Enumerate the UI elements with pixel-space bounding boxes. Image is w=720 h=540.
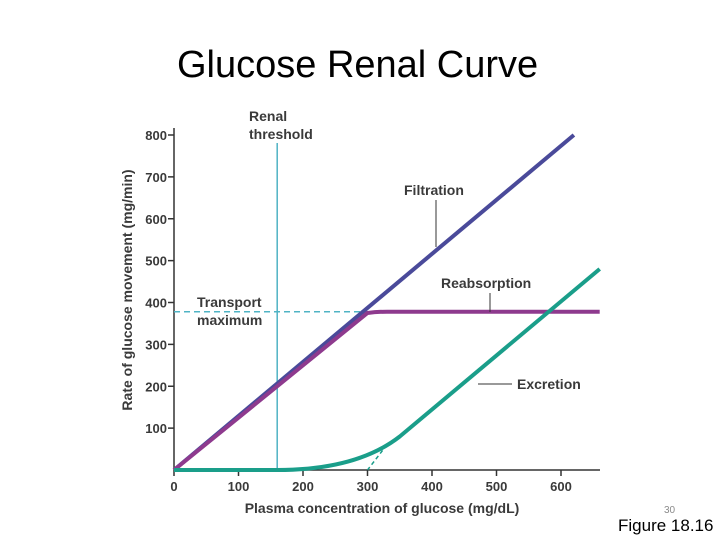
excretion-series-line	[174, 267, 601, 472]
y-tick-label: 100	[145, 421, 167, 436]
x-tick-label: 400	[421, 479, 443, 494]
y-tick-label: 400	[145, 296, 167, 311]
reference-lines	[174, 143, 388, 471]
renal-threshold-label: Renal	[249, 108, 287, 124]
x-tick-label: 0	[170, 479, 177, 494]
y-tick-label: 600	[145, 212, 167, 227]
y-tick-label: 300	[145, 337, 167, 352]
x-tick-label: 600	[550, 479, 572, 494]
reabsorption-series-line	[172, 309, 600, 472]
chart-labels: Renal threshold Filtration Reabsorption Excr…	[197, 108, 581, 392]
y-tick-label: 800	[145, 128, 167, 143]
x-tick-label: 500	[486, 479, 508, 494]
y-tick-label: 200	[145, 379, 167, 394]
x-tick-label: 100	[228, 479, 250, 494]
reabsorption-label: Reabsorption	[441, 275, 531, 291]
y-tick-label: 700	[145, 170, 167, 185]
excretion-label: Excretion	[517, 376, 581, 392]
y-tick-label: 500	[145, 254, 167, 269]
x-tick-label: 200	[292, 479, 314, 494]
transport-maximum-label-line2: maximum	[197, 312, 262, 328]
chart-ticks: 100 200 300 400 500 600 700 800 0 100 200 300 400 500…	[145, 128, 572, 494]
excretion-extrapolation-line	[366, 444, 388, 471]
y-axis-title: Rate of glucose movement (mg/min)	[119, 169, 135, 410]
slide-number: 30	[664, 505, 676, 516]
slide-title: Glucose Renal Curve	[177, 44, 539, 86]
renal-threshold-label-line2: threshold	[249, 126, 313, 142]
transport-maximum-label: Transport	[197, 294, 262, 310]
chart-series	[172, 133, 601, 472]
x-tick-label: 300	[357, 479, 379, 494]
filtration-label: Filtration	[404, 182, 464, 198]
figure-caption: Figure 18.16	[618, 516, 714, 535]
x-axis-title: Plasma concentration of glucose (mg/dL)	[245, 500, 520, 516]
